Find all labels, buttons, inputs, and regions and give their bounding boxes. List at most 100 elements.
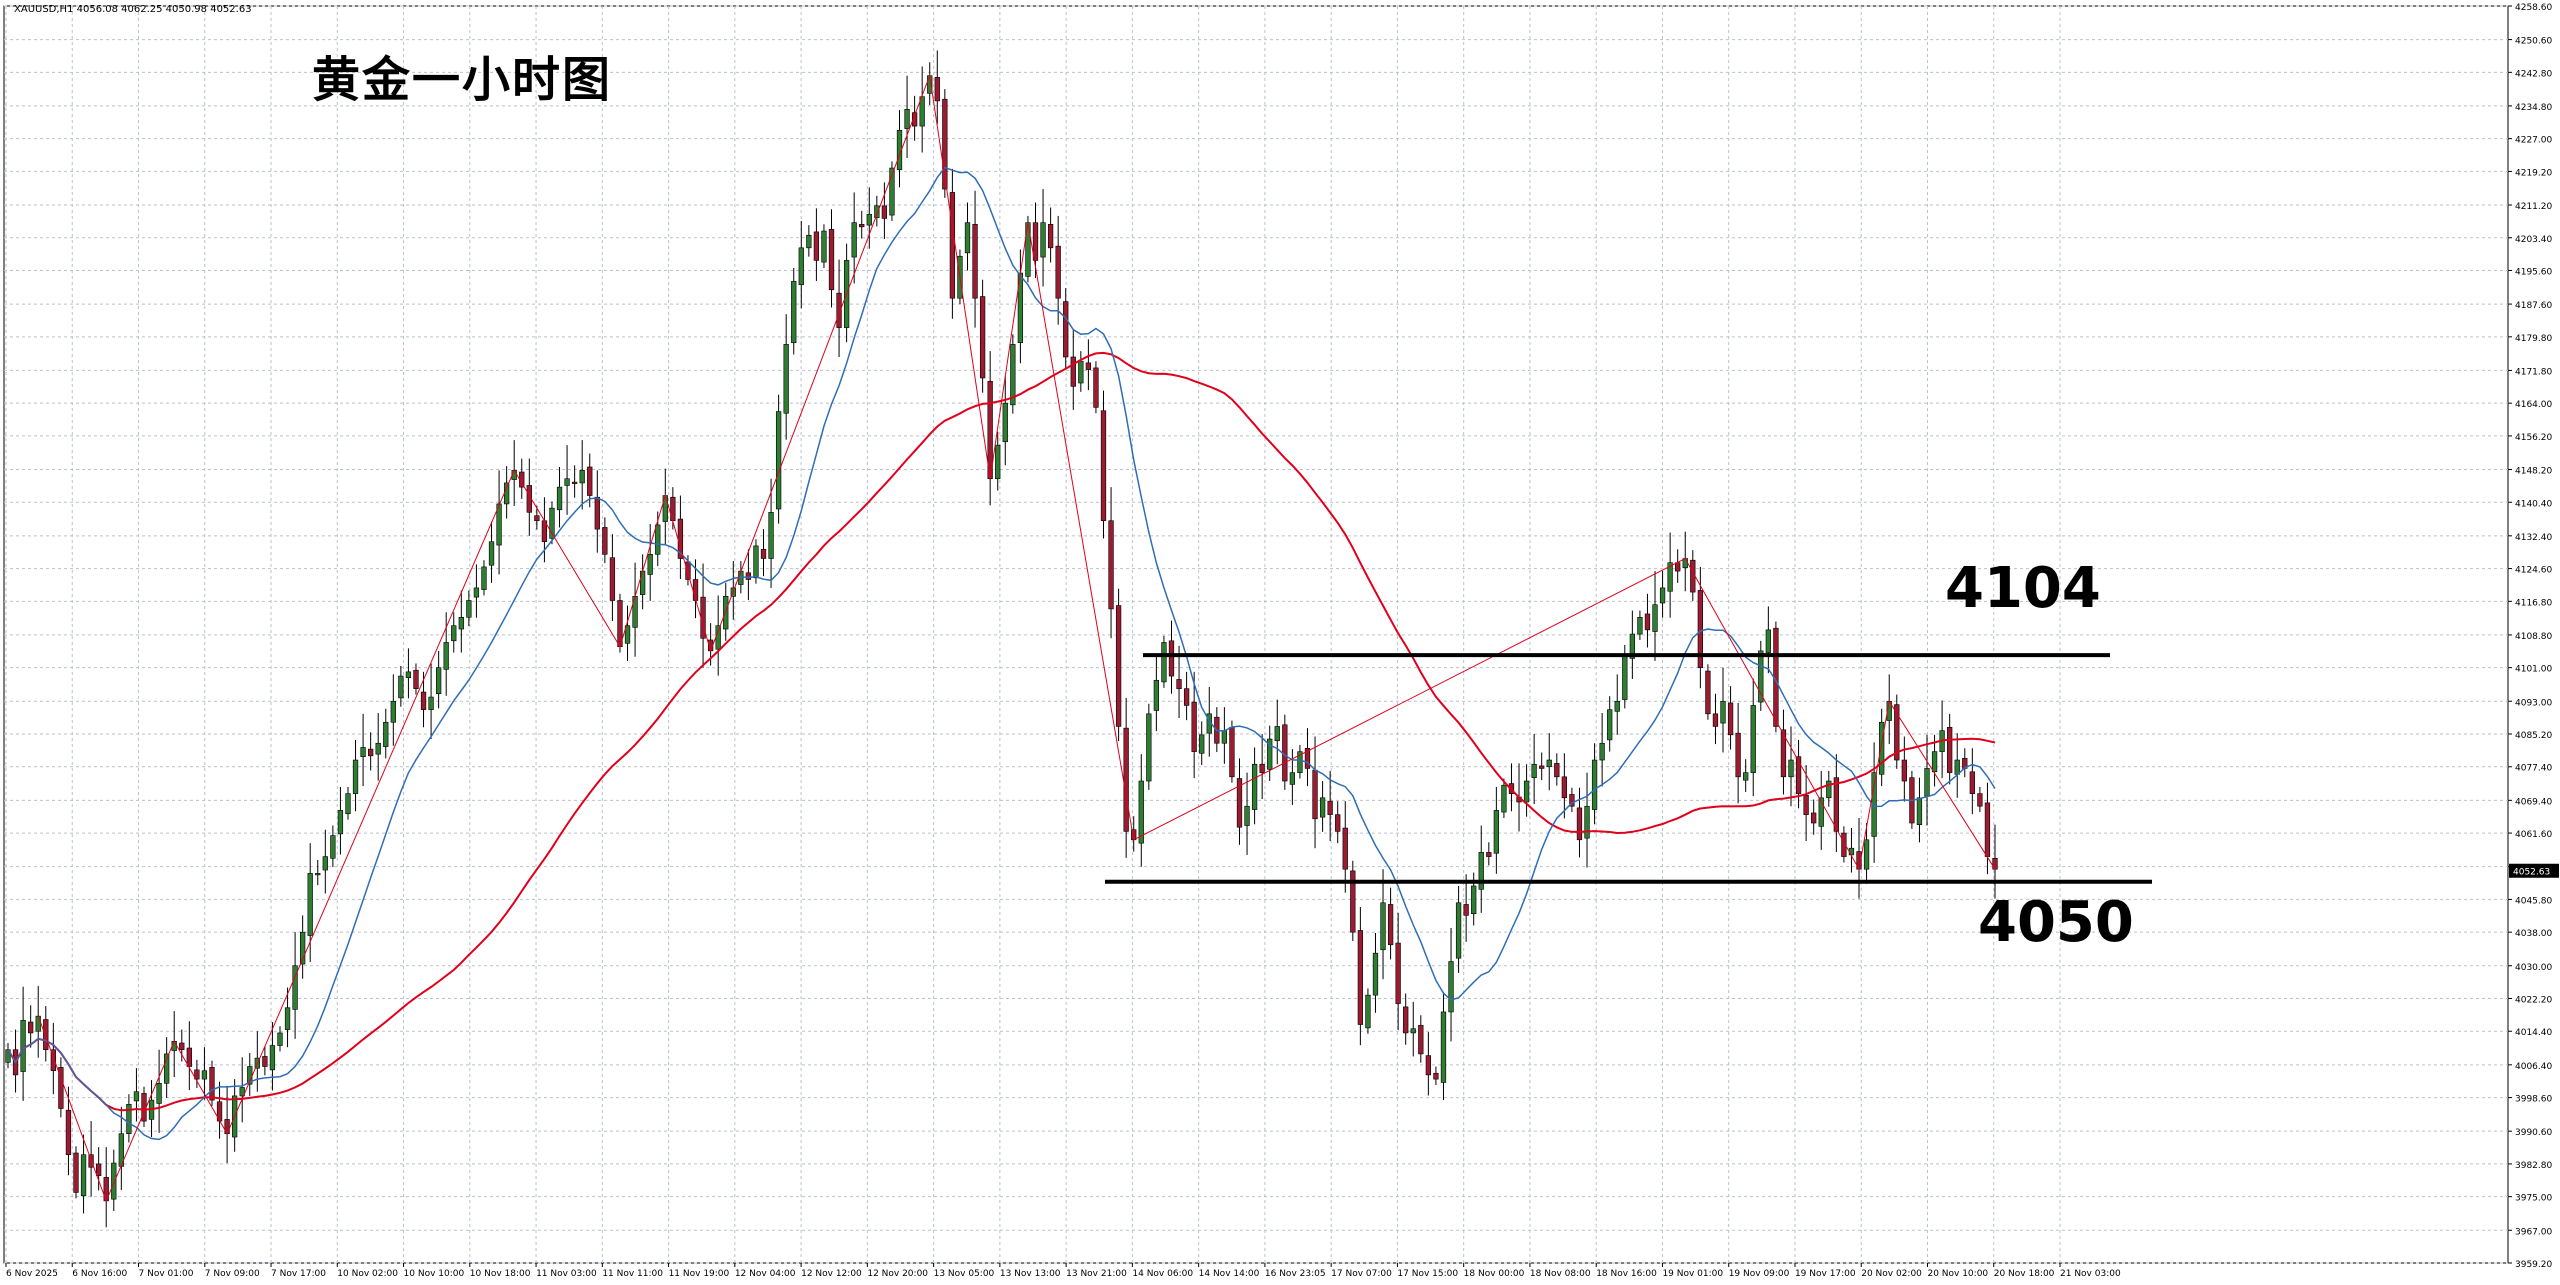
candle-body bbox=[1675, 562, 1681, 572]
candle-body bbox=[1879, 721, 1885, 775]
x-tick-label: 7 Nov 09:00 bbox=[205, 1269, 260, 1279]
candle-body bbox=[859, 224, 865, 228]
candle-body bbox=[791, 281, 797, 344]
candle-body bbox=[1788, 759, 1794, 778]
resistance-label: 4104 bbox=[1945, 556, 2101, 621]
candle-body bbox=[1047, 224, 1054, 249]
ma-fast-line bbox=[7, 166, 1996, 1141]
candle-body bbox=[1765, 629, 1771, 653]
y-tick-label: 4187.60 bbox=[2515, 301, 2552, 311]
candle-body bbox=[1153, 679, 1160, 711]
candle-body bbox=[564, 478, 570, 486]
candle-body bbox=[1463, 904, 1469, 916]
candle-body bbox=[949, 192, 956, 299]
candle-body bbox=[1176, 679, 1182, 689]
y-tick-label: 4140.40 bbox=[2515, 499, 2552, 509]
candle-body bbox=[58, 1067, 64, 1109]
candle-body bbox=[156, 1083, 162, 1104]
y-tick-label: 4179.80 bbox=[2515, 334, 2552, 344]
candle-body bbox=[1720, 700, 1726, 724]
candle-body bbox=[1010, 344, 1016, 406]
candle-body bbox=[96, 1163, 102, 1176]
candle-body bbox=[481, 566, 487, 590]
y-tick-label: 4061.60 bbox=[2515, 830, 2552, 840]
candle-body bbox=[1758, 650, 1764, 703]
candle-body bbox=[685, 561, 691, 580]
candle-body bbox=[1614, 700, 1620, 712]
candle-body bbox=[345, 793, 351, 815]
y-tick-label: 4069.40 bbox=[2515, 797, 2552, 807]
x-tick-label: 17 Nov 07:00 bbox=[1331, 1269, 1392, 1279]
candle-body bbox=[1335, 814, 1341, 832]
candle-body bbox=[1312, 769, 1318, 820]
candle-body bbox=[1894, 704, 1900, 761]
candle-body bbox=[1826, 780, 1832, 799]
candle-body bbox=[360, 747, 366, 757]
candle-body bbox=[715, 625, 721, 650]
x-tick-label: 10 Nov 18:00 bbox=[470, 1269, 531, 1279]
candle-body bbox=[889, 167, 895, 216]
candle-body bbox=[337, 810, 344, 835]
y-tick-label: 3975.00 bbox=[2515, 1194, 2552, 1204]
y-tick-label: 4132.40 bbox=[2515, 533, 2552, 543]
x-tick-label: 16 Nov 23:05 bbox=[1265, 1269, 1326, 1279]
candle-body bbox=[1697, 590, 1703, 668]
candle-body bbox=[934, 77, 940, 102]
x-tick-label: 14 Nov 14:00 bbox=[1199, 1269, 1260, 1279]
candle-body bbox=[413, 669, 419, 689]
candle-body bbox=[594, 496, 600, 530]
candle-body bbox=[1947, 726, 1953, 773]
x-tick-label: 13 Nov 21:00 bbox=[1066, 1269, 1127, 1279]
candle-body bbox=[1455, 902, 1462, 959]
candle-body bbox=[821, 230, 827, 263]
candle-body bbox=[50, 1049, 56, 1072]
candle-body bbox=[1161, 642, 1167, 683]
candle-body bbox=[375, 742, 381, 755]
candle-body bbox=[420, 691, 427, 710]
y-tick-label: 4171.80 bbox=[2515, 367, 2552, 377]
x-tick-label: 13 Nov 13:00 bbox=[1000, 1269, 1061, 1279]
candle-body bbox=[972, 224, 978, 299]
candle-body bbox=[1599, 742, 1605, 761]
y-tick-label: 4148.20 bbox=[2515, 467, 2552, 477]
candle-body bbox=[80, 1154, 87, 1197]
y-tick-label: 4195.60 bbox=[2515, 267, 2552, 277]
zigzag-line bbox=[37, 73, 1996, 1203]
candle-body bbox=[164, 1053, 170, 1084]
candle-body bbox=[315, 873, 321, 876]
candle-body bbox=[1735, 732, 1741, 778]
x-tick-label: 10 Nov 10:00 bbox=[404, 1269, 465, 1279]
candle-body bbox=[1992, 857, 1998, 870]
x-tick-label: 6 Nov 16:00 bbox=[72, 1269, 127, 1279]
x-tick-label: 12 Nov 20:00 bbox=[867, 1269, 928, 1279]
candle-body bbox=[1350, 870, 1356, 933]
candle-body bbox=[904, 108, 910, 129]
candle-body bbox=[458, 616, 464, 630]
candle-body bbox=[1251, 763, 1258, 810]
candle-body bbox=[1622, 654, 1628, 700]
candle-body bbox=[760, 548, 767, 559]
candle-body bbox=[1146, 713, 1152, 782]
candle-body bbox=[1342, 827, 1348, 870]
candle-body bbox=[1811, 812, 1817, 824]
y-tick-label: 4045.80 bbox=[2515, 896, 2552, 906]
y-tick-label: 4085.20 bbox=[2515, 731, 2552, 741]
candle-body bbox=[745, 572, 752, 580]
candle-body bbox=[186, 1047, 192, 1067]
candle-body bbox=[1440, 1011, 1447, 1083]
candle-body bbox=[35, 1015, 41, 1032]
candle-body bbox=[1818, 797, 1824, 827]
candle-body bbox=[587, 466, 593, 496]
candle-body bbox=[866, 213, 872, 226]
candle-body bbox=[1501, 784, 1507, 813]
candle-body bbox=[1418, 1025, 1424, 1055]
candle-body bbox=[1591, 759, 1598, 810]
y-tick-label: 4108.80 bbox=[2515, 632, 2552, 642]
candle-body bbox=[723, 595, 729, 630]
candle-body bbox=[1032, 222, 1039, 261]
candle-body bbox=[1901, 759, 1907, 782]
x-tick-label: 21 Nov 03:00 bbox=[2060, 1269, 2121, 1279]
candle-body bbox=[1690, 559, 1696, 593]
y-tick-label: 4093.00 bbox=[2515, 698, 2552, 708]
